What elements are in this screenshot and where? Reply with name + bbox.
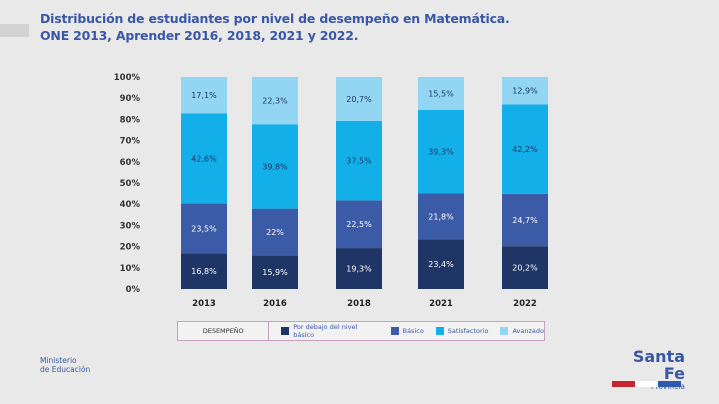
x-tick-label: 2018 <box>347 299 371 309</box>
bar-segment <box>418 109 464 194</box>
legend-swatch <box>435 327 444 335</box>
legend-item-satisfactory: Satisfactorio <box>435 327 488 335</box>
data-label: 17,1% <box>191 91 217 100</box>
data-label: 23,5% <box>191 224 217 233</box>
legend-item-basic: Básico <box>390 327 424 335</box>
data-label: 23,4% <box>428 260 454 269</box>
data-label: 20,7% <box>346 95 372 104</box>
data-label: 22% <box>266 228 284 237</box>
x-tick-label: 2016 <box>263 299 287 309</box>
data-label: 21,8% <box>428 212 454 221</box>
title-line-1: Distribución de estudiantes por nivel de… <box>40 11 510 26</box>
bar-segment <box>181 113 227 204</box>
legend-title: DESEMPEÑO <box>178 322 270 340</box>
y-tick-label: 50% <box>120 179 141 189</box>
y-tick-label: 90% <box>120 94 141 104</box>
y-tick-label: 30% <box>120 221 141 231</box>
chart-title: Distribución de estudiantes por nivel de… <box>40 10 510 44</box>
bar-segment <box>336 248 382 289</box>
bar-segment <box>418 239 464 289</box>
bar-segment <box>502 246 548 289</box>
legend-item-below-basic: Por debajo del nivel básico <box>281 323 378 339</box>
data-label: 39,3% <box>428 148 454 157</box>
data-label: 39,8% <box>262 162 288 171</box>
legend-swatch <box>500 327 509 335</box>
bar-segment <box>181 77 227 114</box>
bar-segment <box>336 200 382 249</box>
y-tick-label: 40% <box>120 200 141 210</box>
x-tick-label: 2021 <box>429 299 453 309</box>
bar-segment <box>252 124 298 209</box>
bar-segment <box>252 255 298 289</box>
bar-segment <box>502 193 548 247</box>
y-tick-label: 70% <box>120 137 141 147</box>
data-label: 42,2% <box>512 145 538 154</box>
y-tick-label: 100% <box>114 73 141 83</box>
ministry-label: Ministerio de Educación <box>40 356 91 374</box>
data-label: 15,9% <box>262 268 288 277</box>
x-tick-label: 2013 <box>192 299 216 309</box>
data-label: 37,5% <box>346 157 372 166</box>
bar-segment <box>502 104 548 194</box>
legend: DESEMPEÑO Por debajo del nivel básico Bá… <box>177 321 545 341</box>
bar-segment <box>181 203 227 254</box>
side-tab <box>0 24 29 37</box>
bar-segment <box>418 77 464 110</box>
legend-item-advanced: Avanzado <box>500 327 544 335</box>
data-label: 15,5% <box>428 89 454 98</box>
y-tick-label: 80% <box>120 115 141 125</box>
y-tick-label: 60% <box>120 158 141 168</box>
bar-segment <box>336 77 382 121</box>
legend-swatch <box>281 327 290 335</box>
bar-segment <box>418 193 464 240</box>
y-tick-label: 10% <box>120 264 141 274</box>
data-label: 42,6% <box>191 154 217 163</box>
bar-segment <box>181 253 227 289</box>
flag-stripes <box>612 381 681 387</box>
x-tick-label: 2022 <box>513 299 537 309</box>
data-label: 19,3% <box>346 265 372 274</box>
legend-swatch <box>390 327 399 335</box>
bar-segment <box>252 208 298 256</box>
data-label: 16,8% <box>191 267 217 276</box>
data-label: 24,7% <box>512 216 538 225</box>
y-tick-label: 20% <box>120 243 141 253</box>
data-label: 20,2% <box>512 264 538 273</box>
bar-segment <box>336 120 382 201</box>
title-line-2: ONE 2013, Aprender 2016, 2018, 2021 y 20… <box>40 28 359 43</box>
data-label: 12,9% <box>512 87 538 96</box>
y-tick-label: 0% <box>126 285 141 295</box>
data-label: 22,5% <box>346 220 372 229</box>
bar-segment <box>502 77 548 105</box>
bar-segment <box>252 77 298 125</box>
data-label: 22,3% <box>262 97 288 106</box>
